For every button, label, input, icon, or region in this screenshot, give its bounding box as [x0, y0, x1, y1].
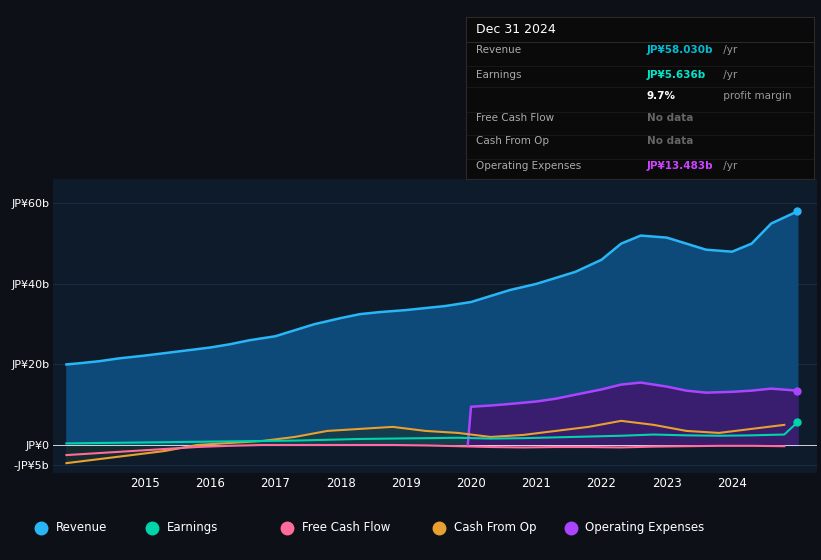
Text: Earnings: Earnings — [167, 521, 218, 534]
Text: profit margin: profit margin — [720, 91, 791, 101]
Text: Dec 31 2024: Dec 31 2024 — [476, 24, 556, 36]
Text: 9.7%: 9.7% — [647, 91, 676, 101]
Text: Revenue: Revenue — [56, 521, 108, 534]
Text: Operating Expenses: Operating Expenses — [585, 521, 704, 534]
Text: No data: No data — [647, 114, 693, 123]
Text: /yr: /yr — [720, 69, 737, 80]
Text: /yr: /yr — [720, 45, 737, 55]
Text: Cash From Op: Cash From Op — [476, 136, 549, 146]
Text: Free Cash Flow: Free Cash Flow — [476, 114, 554, 123]
Text: Operating Expenses: Operating Expenses — [476, 161, 581, 171]
Text: /yr: /yr — [720, 161, 737, 171]
Text: JP¥5.636b: JP¥5.636b — [647, 69, 706, 80]
Text: Revenue: Revenue — [476, 45, 521, 55]
Text: Free Cash Flow: Free Cash Flow — [302, 521, 391, 534]
Text: No data: No data — [647, 136, 693, 146]
Text: Cash From Op: Cash From Op — [454, 521, 536, 534]
Text: JP¥13.483b: JP¥13.483b — [647, 161, 713, 171]
Text: Earnings: Earnings — [476, 69, 521, 80]
Text: JP¥58.030b: JP¥58.030b — [647, 45, 713, 55]
